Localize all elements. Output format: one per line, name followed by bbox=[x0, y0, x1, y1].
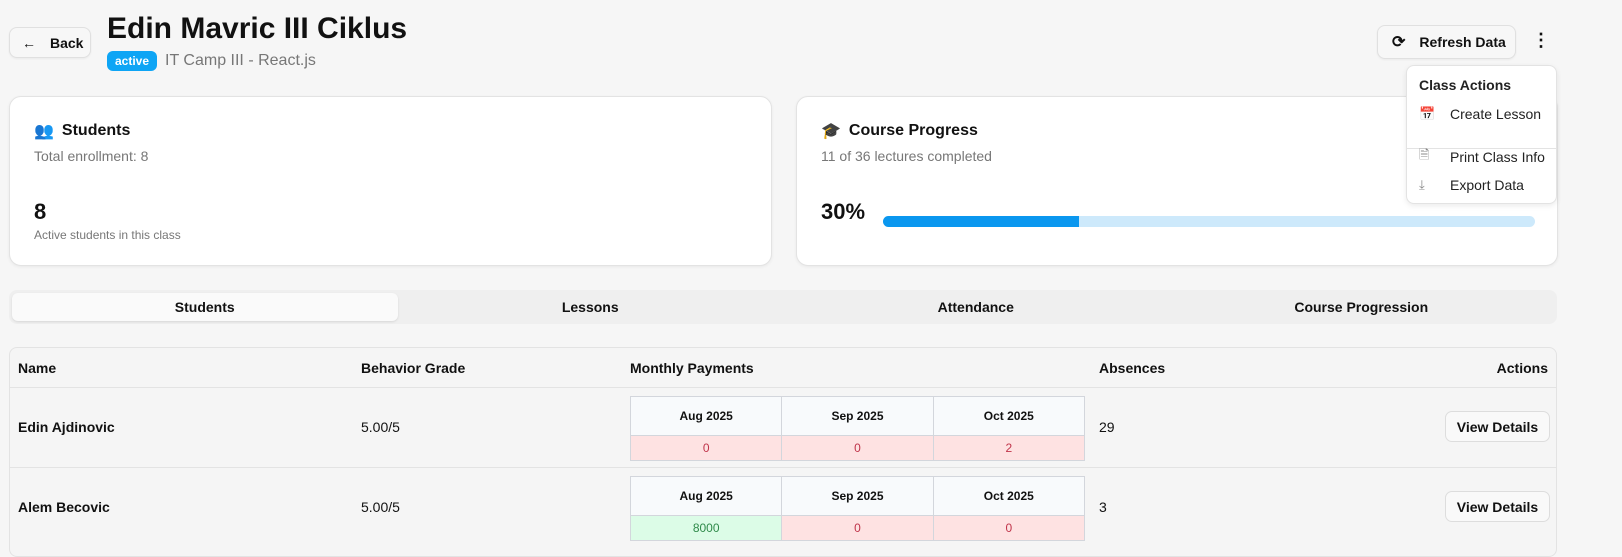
payment-amount: 0 bbox=[932, 515, 1086, 541]
tab-lessons[interactable]: Lessons bbox=[561, 299, 619, 315]
more-options-button[interactable]: ⋮ bbox=[1532, 30, 1550, 50]
tab-attendance[interactable]: Attendance bbox=[937, 299, 1014, 315]
payment-month: Sep 2025 bbox=[781, 396, 934, 436]
behavior-grade: 5.00/5 bbox=[361, 499, 400, 515]
student-name: Edin Ajdinovic bbox=[18, 419, 115, 435]
class-actions-menu: Class Actions 📅 Create Lesson 🗎 Print Clas… bbox=[1406, 65, 1557, 204]
tab-bar: Students Lessons Attendance Course Progr… bbox=[9, 290, 1557, 324]
payment-amount: 0 bbox=[781, 435, 934, 461]
menu-item-print-class-info[interactable]: 🗎 Print Class Info bbox=[1419, 146, 1545, 168]
refresh-icon: ⟳ bbox=[1392, 34, 1406, 51]
students-card: 👥 Students Total enrollment: 8 8 Active s… bbox=[9, 96, 772, 266]
progress-bar bbox=[883, 216, 1535, 227]
view-details-button[interactable]: View Details bbox=[1445, 411, 1550, 442]
table-row: Edin Ajdinovic 5.00/5 Aug 2025 Sep 2025 Oc… bbox=[10, 387, 1556, 467]
table-row: Alem Becovic 5.00/5 Aug 2025 Sep 2025 Oct … bbox=[10, 467, 1556, 547]
payment-month: Oct 2025 bbox=[932, 476, 1086, 516]
course-name: IT Camp III - React.js bbox=[165, 52, 316, 69]
download-icon: ⤓ bbox=[1419, 177, 1425, 192]
student-name: Alem Becovic bbox=[18, 499, 110, 515]
view-details-button[interactable]: View Details bbox=[1445, 491, 1550, 522]
behavior-grade: 5.00/5 bbox=[361, 419, 400, 435]
menu-item-export-data[interactable]: ⤓ Export Data bbox=[1419, 177, 1524, 193]
back-button[interactable]: ← Back bbox=[9, 27, 91, 58]
monthly-payments: Aug 2025 Sep 2025 Oct 2025 8000 0 0 bbox=[629, 476, 1086, 541]
page-title: Edin Mavric III Ciklus bbox=[107, 12, 408, 45]
payment-month: Aug 2025 bbox=[629, 476, 783, 516]
menu-item-create-lesson[interactable]: 📅 Create Lesson bbox=[1419, 106, 1542, 122]
arrow-left-icon: ← bbox=[22, 34, 36, 51]
divider bbox=[1407, 148, 1556, 149]
refresh-data-button[interactable]: ⟳ Refresh Data bbox=[1377, 25, 1516, 59]
students-table: Name Behavior Grade Monthly Payments Abs… bbox=[9, 347, 1557, 557]
absences: 3 bbox=[1099, 499, 1107, 515]
payment-month: Sep 2025 bbox=[781, 476, 934, 516]
graduation-cap-icon: 🎓 bbox=[821, 123, 841, 140]
payment-amount: 0 bbox=[781, 515, 934, 541]
tab-students[interactable]: Students bbox=[12, 293, 398, 321]
file-text-icon: 🗎 bbox=[1419, 147, 1430, 162]
payment-amount: 2 bbox=[932, 435, 1086, 461]
absences: 29 bbox=[1099, 419, 1115, 435]
users-icon: 👥 bbox=[34, 123, 54, 140]
payment-month: Oct 2025 bbox=[932, 396, 1086, 436]
monthly-payments: Aug 2025 Sep 2025 Oct 2025 0 0 2 bbox=[629, 396, 1086, 461]
status-badge: active bbox=[107, 51, 158, 71]
payment-amount: 8000 bbox=[629, 515, 783, 541]
tab-course-progression[interactable]: Course Progression bbox=[1294, 299, 1429, 315]
payment-month: Aug 2025 bbox=[629, 396, 783, 436]
payment-amount: 0 bbox=[629, 435, 783, 461]
calendar-plus-icon: 📅 bbox=[1419, 106, 1436, 121]
